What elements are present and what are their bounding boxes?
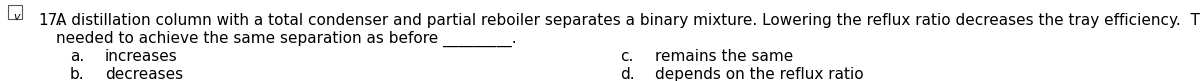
Text: decreases: decreases <box>106 67 184 81</box>
FancyBboxPatch shape <box>8 5 22 19</box>
Text: increases: increases <box>106 49 178 64</box>
Text: c.: c. <box>620 49 634 64</box>
Text: a.: a. <box>70 49 84 64</box>
Text: A distillation column with a total condenser and partial reboiler separates a bi: A distillation column with a total conde… <box>56 13 1200 28</box>
Text: v: v <box>13 12 19 22</box>
Text: remains the same: remains the same <box>655 49 793 64</box>
Text: d.: d. <box>620 67 635 81</box>
Text: depends on the reflux ratio: depends on the reflux ratio <box>655 67 864 81</box>
Text: needed to achieve the same separation as before _________.: needed to achieve the same separation as… <box>56 31 517 47</box>
Text: 17.: 17. <box>38 13 62 28</box>
Text: b.: b. <box>70 67 85 81</box>
